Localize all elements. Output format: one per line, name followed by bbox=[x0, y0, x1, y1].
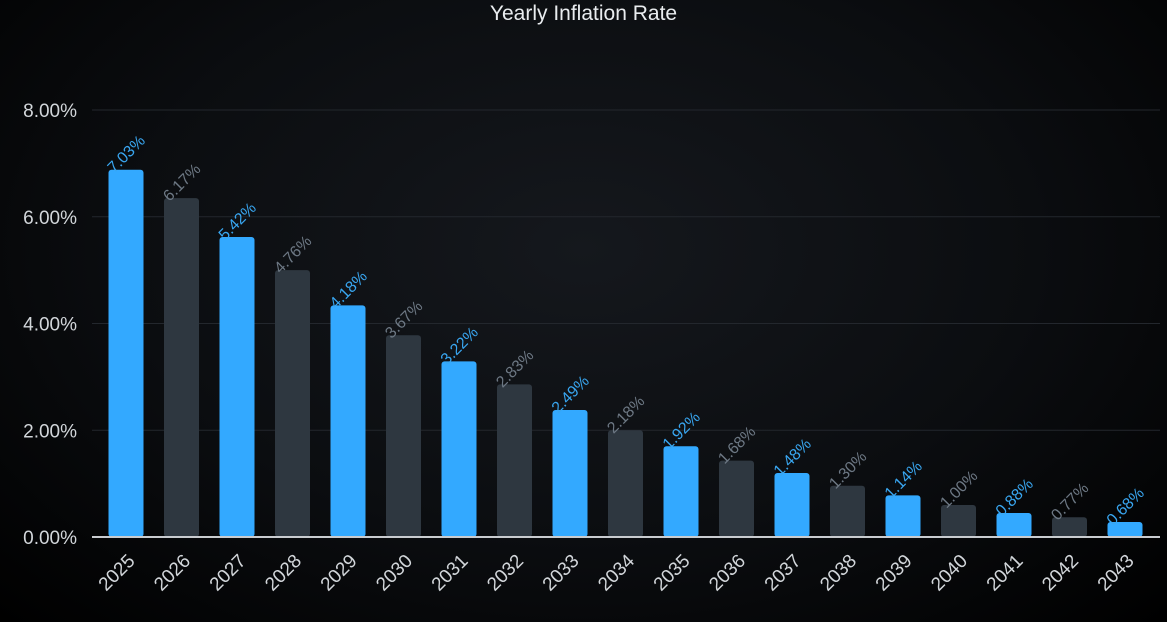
x-tick-label-2030: 2030 bbox=[372, 551, 417, 596]
bar-2041 bbox=[996, 512, 1032, 537]
bar-2032 bbox=[497, 384, 532, 537]
chart-title: Yearly Inflation Rate bbox=[489, 2, 678, 25]
x-tick-label-2040: 2040 bbox=[927, 551, 972, 596]
bar-2028 bbox=[275, 270, 310, 537]
x-tick-label-2039: 2039 bbox=[872, 551, 917, 596]
y-tick-label: 6.00% bbox=[23, 208, 77, 229]
bar-2025 bbox=[108, 169, 144, 537]
x-tick-label-2025: 2025 bbox=[95, 551, 140, 596]
bars bbox=[108, 169, 1143, 537]
bar-2031 bbox=[441, 361, 477, 537]
x-tick-label-2041: 2041 bbox=[983, 551, 1028, 596]
bar-2042 bbox=[1052, 517, 1087, 537]
bar-2040 bbox=[941, 504, 976, 537]
y-tick-label: 8.00% bbox=[23, 101, 77, 122]
bar-2043 bbox=[1107, 522, 1143, 537]
y-axis-ticks: 0.00% 2.00% 4.00% 6.00% 8.00% bbox=[23, 101, 77, 549]
x-tick-label-2036: 2036 bbox=[705, 551, 750, 596]
bar-2029 bbox=[330, 305, 366, 537]
y-tick-label: 2.00% bbox=[23, 421, 77, 442]
bar-2033 bbox=[552, 409, 588, 537]
y-tick-label: 4.00% bbox=[23, 315, 77, 336]
x-tick-label-2032: 2032 bbox=[483, 551, 528, 596]
x-axis-ticks: 2025 2026 2027 2028 2029 2030 2031 2032 2033 2034… bbox=[95, 550, 1139, 595]
x-tick-label-2037: 2037 bbox=[761, 551, 806, 596]
x-tick-label-2034: 2034 bbox=[594, 550, 639, 595]
bar-2039 bbox=[885, 495, 921, 537]
bar-2036 bbox=[719, 460, 754, 537]
y-tick-label: 0.00% bbox=[23, 528, 77, 549]
x-tick-label-2042: 2042 bbox=[1038, 551, 1083, 596]
x-tick-label-2035: 2035 bbox=[650, 551, 695, 596]
x-tick-label-2026: 2026 bbox=[150, 551, 195, 596]
bar-2034 bbox=[608, 430, 643, 537]
x-tick-label-2031: 2031 bbox=[428, 551, 473, 596]
x-tick-label-2043: 2043 bbox=[1094, 551, 1139, 596]
bar-2026 bbox=[164, 198, 199, 537]
x-tick-label-2029: 2029 bbox=[317, 551, 362, 596]
bar-2035 bbox=[663, 446, 699, 537]
x-tick-label-2028: 2028 bbox=[261, 551, 306, 596]
bar-2030 bbox=[386, 335, 421, 537]
bar-2027 bbox=[219, 237, 255, 537]
x-tick-label-2038: 2038 bbox=[816, 551, 861, 596]
x-tick-label-2027: 2027 bbox=[206, 551, 251, 596]
x-tick-label-2033: 2033 bbox=[539, 551, 584, 596]
bar-2038 bbox=[830, 485, 865, 537]
bar-2037 bbox=[774, 472, 810, 537]
